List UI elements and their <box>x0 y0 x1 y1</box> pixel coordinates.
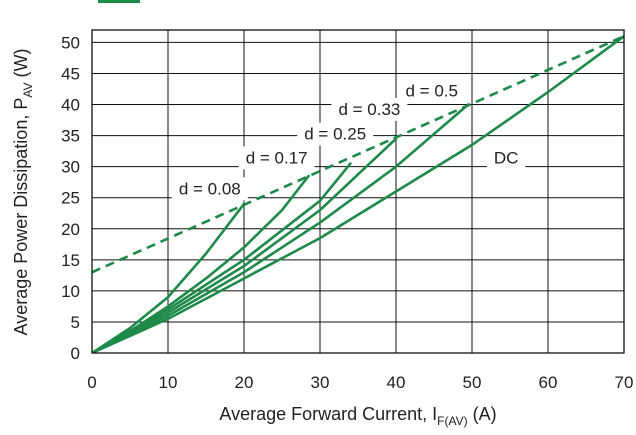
x-tick-label: 50 <box>463 373 482 392</box>
x-axis-label: Average Forward Current, IF(AV) (A) <box>219 404 496 428</box>
annotation-bg-d-0-17 <box>238 146 315 170</box>
y-tick-labels: 0 5 10 15 20 25 30 35 40 45 50 <box>61 33 80 363</box>
annotation-d-0-17: d = 0.17 <box>246 148 308 167</box>
series-line-d-0-08 <box>92 202 246 353</box>
y-tick-label: 30 <box>61 158 80 177</box>
y-tick-label: 45 <box>61 64 80 83</box>
annotation-bg-d-0-25 <box>297 122 374 146</box>
x-tick-label: 10 <box>159 373 178 392</box>
series-line-dc <box>92 34 624 353</box>
y-tick-label: 10 <box>61 282 80 301</box>
y-tick-label: 40 <box>61 96 80 115</box>
x-tick-label: 40 <box>387 373 406 392</box>
annotation-bg-d-0-33 <box>331 97 408 121</box>
y-axis-label: Average Power Dissipation, PAV (W) <box>11 49 35 336</box>
annotation-bg-d-0-08 <box>171 177 248 201</box>
y-tick-label: 35 <box>61 127 80 146</box>
series-line-d-0-25 <box>92 162 352 353</box>
annotation-bg-d-0-5 <box>398 79 465 103</box>
x-tick-label: 30 <box>311 373 330 392</box>
x-tick-label: 0 <box>87 373 96 392</box>
title-fragment-bar <box>98 0 140 3</box>
y-tick-label: 50 <box>61 33 80 52</box>
x-tick-labels: 0 10 20 30 40 50 60 70 <box>87 373 633 392</box>
y-tick-label: 5 <box>71 313 80 332</box>
x-tick-label: 60 <box>539 373 558 392</box>
x-tick-label: 20 <box>235 373 254 392</box>
plot-frame <box>91 29 625 354</box>
curves <box>92 34 624 353</box>
annotation-d-0-25: d = 0.25 <box>304 125 366 144</box>
annotations: d = 0.08 d = 0.17 d = 0.25 d = 0.33 d = 0.5 D… <box>171 79 526 201</box>
annotation-bg-dc <box>486 146 526 170</box>
series-line-d-0-33 <box>92 137 398 353</box>
y-tick-label: 0 <box>71 344 80 363</box>
x-tick-label: 70 <box>615 373 634 392</box>
series-line-d-0-5 <box>92 103 470 353</box>
annotation-dc: DC <box>494 148 519 167</box>
y-tick-label: 25 <box>61 189 80 208</box>
annotation-d-0-08: d = 0.08 <box>179 179 241 198</box>
limit-line-dashed <box>92 35 624 274</box>
annotation-d-0-33: d = 0.33 <box>338 100 400 119</box>
y-tick-label: 20 <box>61 220 80 239</box>
y-tick-label: 15 <box>61 251 80 270</box>
annotation-d-0-5: d = 0.5 <box>405 81 457 100</box>
